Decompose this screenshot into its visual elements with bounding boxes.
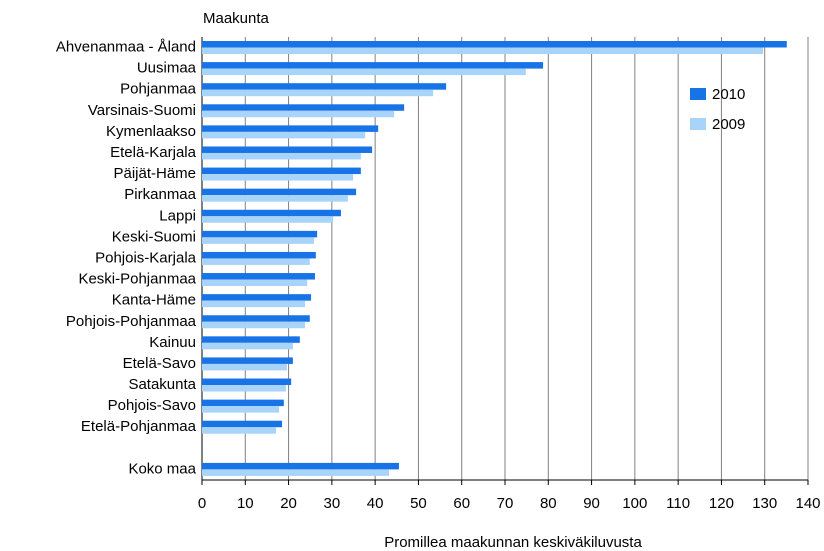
x-tick-label: 50 (410, 495, 427, 512)
bar (202, 104, 405, 111)
y-tick-label: Ahvenanmaa - Åland (56, 39, 196, 56)
bar (202, 89, 434, 97)
bar (202, 237, 315, 244)
y-tick-label: Pohjois-Pohjanmaa (66, 313, 197, 330)
bar (202, 462, 399, 470)
bar (202, 216, 334, 223)
x-tick-label: 20 (280, 495, 297, 512)
x-tick-label: 70 (497, 495, 514, 512)
bar (202, 336, 300, 343)
bar (202, 363, 287, 371)
y-tick-label: Kainuu (149, 334, 196, 351)
x-tick-label: 130 (752, 495, 777, 512)
bar (202, 385, 286, 392)
y-tick-label: Pohjois-Savo (108, 397, 196, 414)
x-tick-label: 40 (367, 495, 384, 512)
bar (202, 258, 310, 265)
y-axis-title: Maakunta (203, 10, 270, 27)
legend-label: 2009 (712, 116, 745, 133)
bar (202, 146, 373, 153)
bar (202, 342, 293, 350)
bar (202, 195, 348, 202)
legend-label: 2010 (712, 86, 745, 103)
bar (202, 378, 292, 386)
bar (202, 230, 318, 238)
y-tick-label: Varsinais-Suomi (88, 102, 196, 119)
bar (202, 406, 280, 413)
x-tick-label: 120 (709, 495, 734, 512)
bar (202, 427, 277, 434)
y-tick-label: Satakunta (128, 376, 196, 393)
bar (202, 41, 787, 48)
bar (202, 83, 447, 90)
bar (202, 131, 366, 139)
x-tick-label: 90 (583, 495, 600, 512)
bar (202, 62, 544, 69)
x-tick-label: 10 (237, 495, 254, 512)
y-tick-label: Etelä-Pohjanmaa (81, 418, 197, 435)
bar (202, 279, 308, 287)
x-tick-label: 110 (666, 495, 690, 512)
y-tick-label: Uusimaa (137, 60, 197, 77)
bar (202, 125, 379, 132)
bar (202, 174, 354, 181)
x-tick-label: 140 (795, 495, 820, 512)
bar (202, 209, 341, 217)
bar (202, 294, 312, 301)
y-tick-label: Pohjois-Karjala (95, 249, 197, 266)
bar (202, 315, 310, 322)
bar (202, 110, 395, 118)
bar (202, 357, 293, 364)
y-tick-label: Kanta-Häme (112, 292, 196, 309)
y-tick-label: Keski-Pohjanmaa (78, 271, 196, 288)
y-tick-label: Etelä-Karjala (110, 144, 197, 161)
x-tick-label: 100 (622, 495, 647, 512)
y-tick-label: Etelä-Savo (123, 355, 196, 372)
x-tick-label: 30 (324, 495, 341, 512)
y-tick-label: Pohjanmaa (120, 81, 197, 98)
bar (202, 251, 316, 259)
x-tick-label: 0 (198, 495, 206, 512)
bar (202, 300, 306, 308)
bar (202, 469, 389, 476)
bar (202, 273, 315, 280)
y-tick-label: Keski-Suomi (112, 228, 196, 245)
y-tick-label: Koko maa (128, 460, 196, 477)
y-tick-label: Päijät-Häme (113, 165, 196, 182)
bar (202, 420, 283, 428)
x-axis-title: Promillea maakunnan keskiväkiluvusta (384, 534, 642, 551)
bar (202, 321, 306, 329)
bar (202, 47, 763, 54)
bar (202, 167, 361, 175)
bar (202, 399, 284, 407)
y-tick-label: Pirkanmaa (124, 186, 196, 203)
bar (202, 188, 357, 196)
legend-swatch (690, 88, 706, 100)
x-tick-label: 80 (540, 495, 557, 512)
x-tick-label: 60 (453, 495, 470, 512)
bar (202, 152, 361, 160)
legend-swatch (690, 118, 706, 130)
bar (202, 68, 526, 76)
y-tick-label: Kymenlaakso (106, 123, 196, 140)
y-tick-label: Lappi (159, 207, 196, 224)
